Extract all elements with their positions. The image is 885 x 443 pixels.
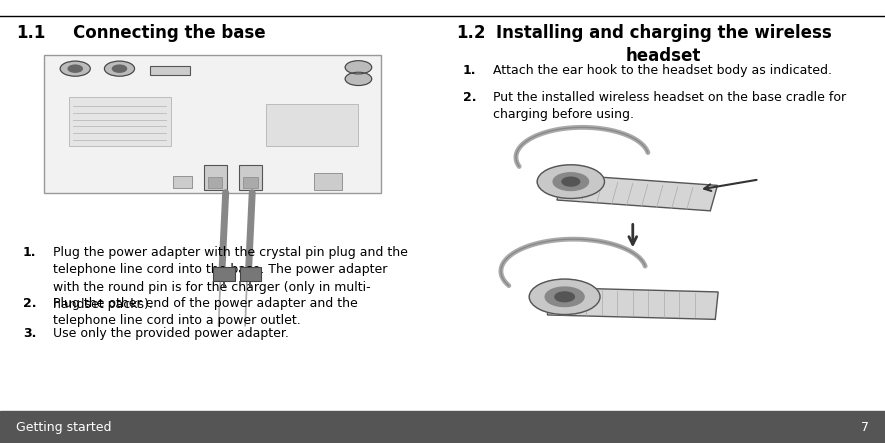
Text: Connecting the base: Connecting the base [73,24,266,43]
Circle shape [553,173,589,190]
Circle shape [555,292,574,302]
Circle shape [537,165,604,198]
Text: Plug the power adapter with the crystal pin plug and the
telephone line cord int: Plug the power adapter with the crystal … [53,246,408,311]
Circle shape [562,177,580,186]
Circle shape [68,65,82,72]
Bar [240,267,261,281]
Text: Getting started: Getting started [16,420,112,434]
Text: Use only the provided power adapter.: Use only the provided power adapter. [53,327,289,340]
Circle shape [104,61,135,76]
Circle shape [60,61,90,76]
Bar [204,165,227,190]
Circle shape [112,65,127,72]
Text: Attach the ear hook to the headset body as indicated.: Attach the ear hook to the headset body … [493,64,832,77]
Text: Put the installed wireless headset on the base cradle for
charging before using.: Put the installed wireless headset on th… [493,91,846,121]
Text: Installing and charging the wireless
headset: Installing and charging the wireless hea… [496,24,832,65]
Text: 3.: 3. [23,327,36,340]
Bar [243,177,258,188]
Bar [173,176,192,188]
Circle shape [345,72,372,85]
Bar [314,173,342,190]
Text: 1.1: 1.1 [16,24,45,43]
Bar [213,267,235,281]
Circle shape [545,287,584,307]
Polygon shape [557,175,718,211]
Bar [239,165,262,190]
Bar [208,177,222,188]
Polygon shape [548,288,718,319]
Text: 2.: 2. [23,297,36,310]
Text: 1.: 1. [23,246,36,259]
Text: 1.2: 1.2 [456,24,485,43]
Text: Plug the other end of the power adapter and the
telephone line cord into a power: Plug the other end of the power adapter … [53,297,358,327]
Bar [44,55,381,193]
Text: 2.: 2. [463,91,476,104]
Bar [150,66,190,75]
Circle shape [345,61,372,74]
Text: 1.: 1. [463,64,476,77]
Bar [266,104,358,146]
Bar [69,97,171,146]
Circle shape [529,279,600,315]
Text: 7: 7 [861,420,869,434]
Bar [0,411,885,443]
